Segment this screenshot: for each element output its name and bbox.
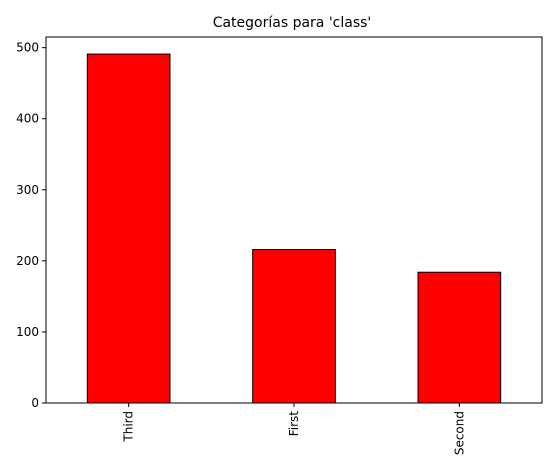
chart-title: Categorías para 'class' — [213, 15, 372, 31]
y-tick-label-400: 400 — [16, 112, 39, 126]
bar-first — [252, 248, 336, 404]
axes-frame — [45, 36, 543, 404]
y-tick-label-200: 200 — [16, 254, 39, 268]
y-tick-label-300: 300 — [16, 183, 39, 197]
plot-area: Third First Second 0 100 200 300 400 500 — [16, 36, 543, 455]
y-tick-label-100: 100 — [16, 325, 39, 339]
bar-second — [417, 271, 502, 404]
x-tick-label-second: Second — [452, 411, 466, 455]
y-tick-label-0: 0 — [31, 396, 39, 410]
x-tick-label-third: Third — [122, 411, 136, 443]
x-tick-label-first: First — [287, 411, 301, 437]
bar-third — [86, 53, 171, 404]
y-tick-label-500: 500 — [16, 41, 39, 55]
